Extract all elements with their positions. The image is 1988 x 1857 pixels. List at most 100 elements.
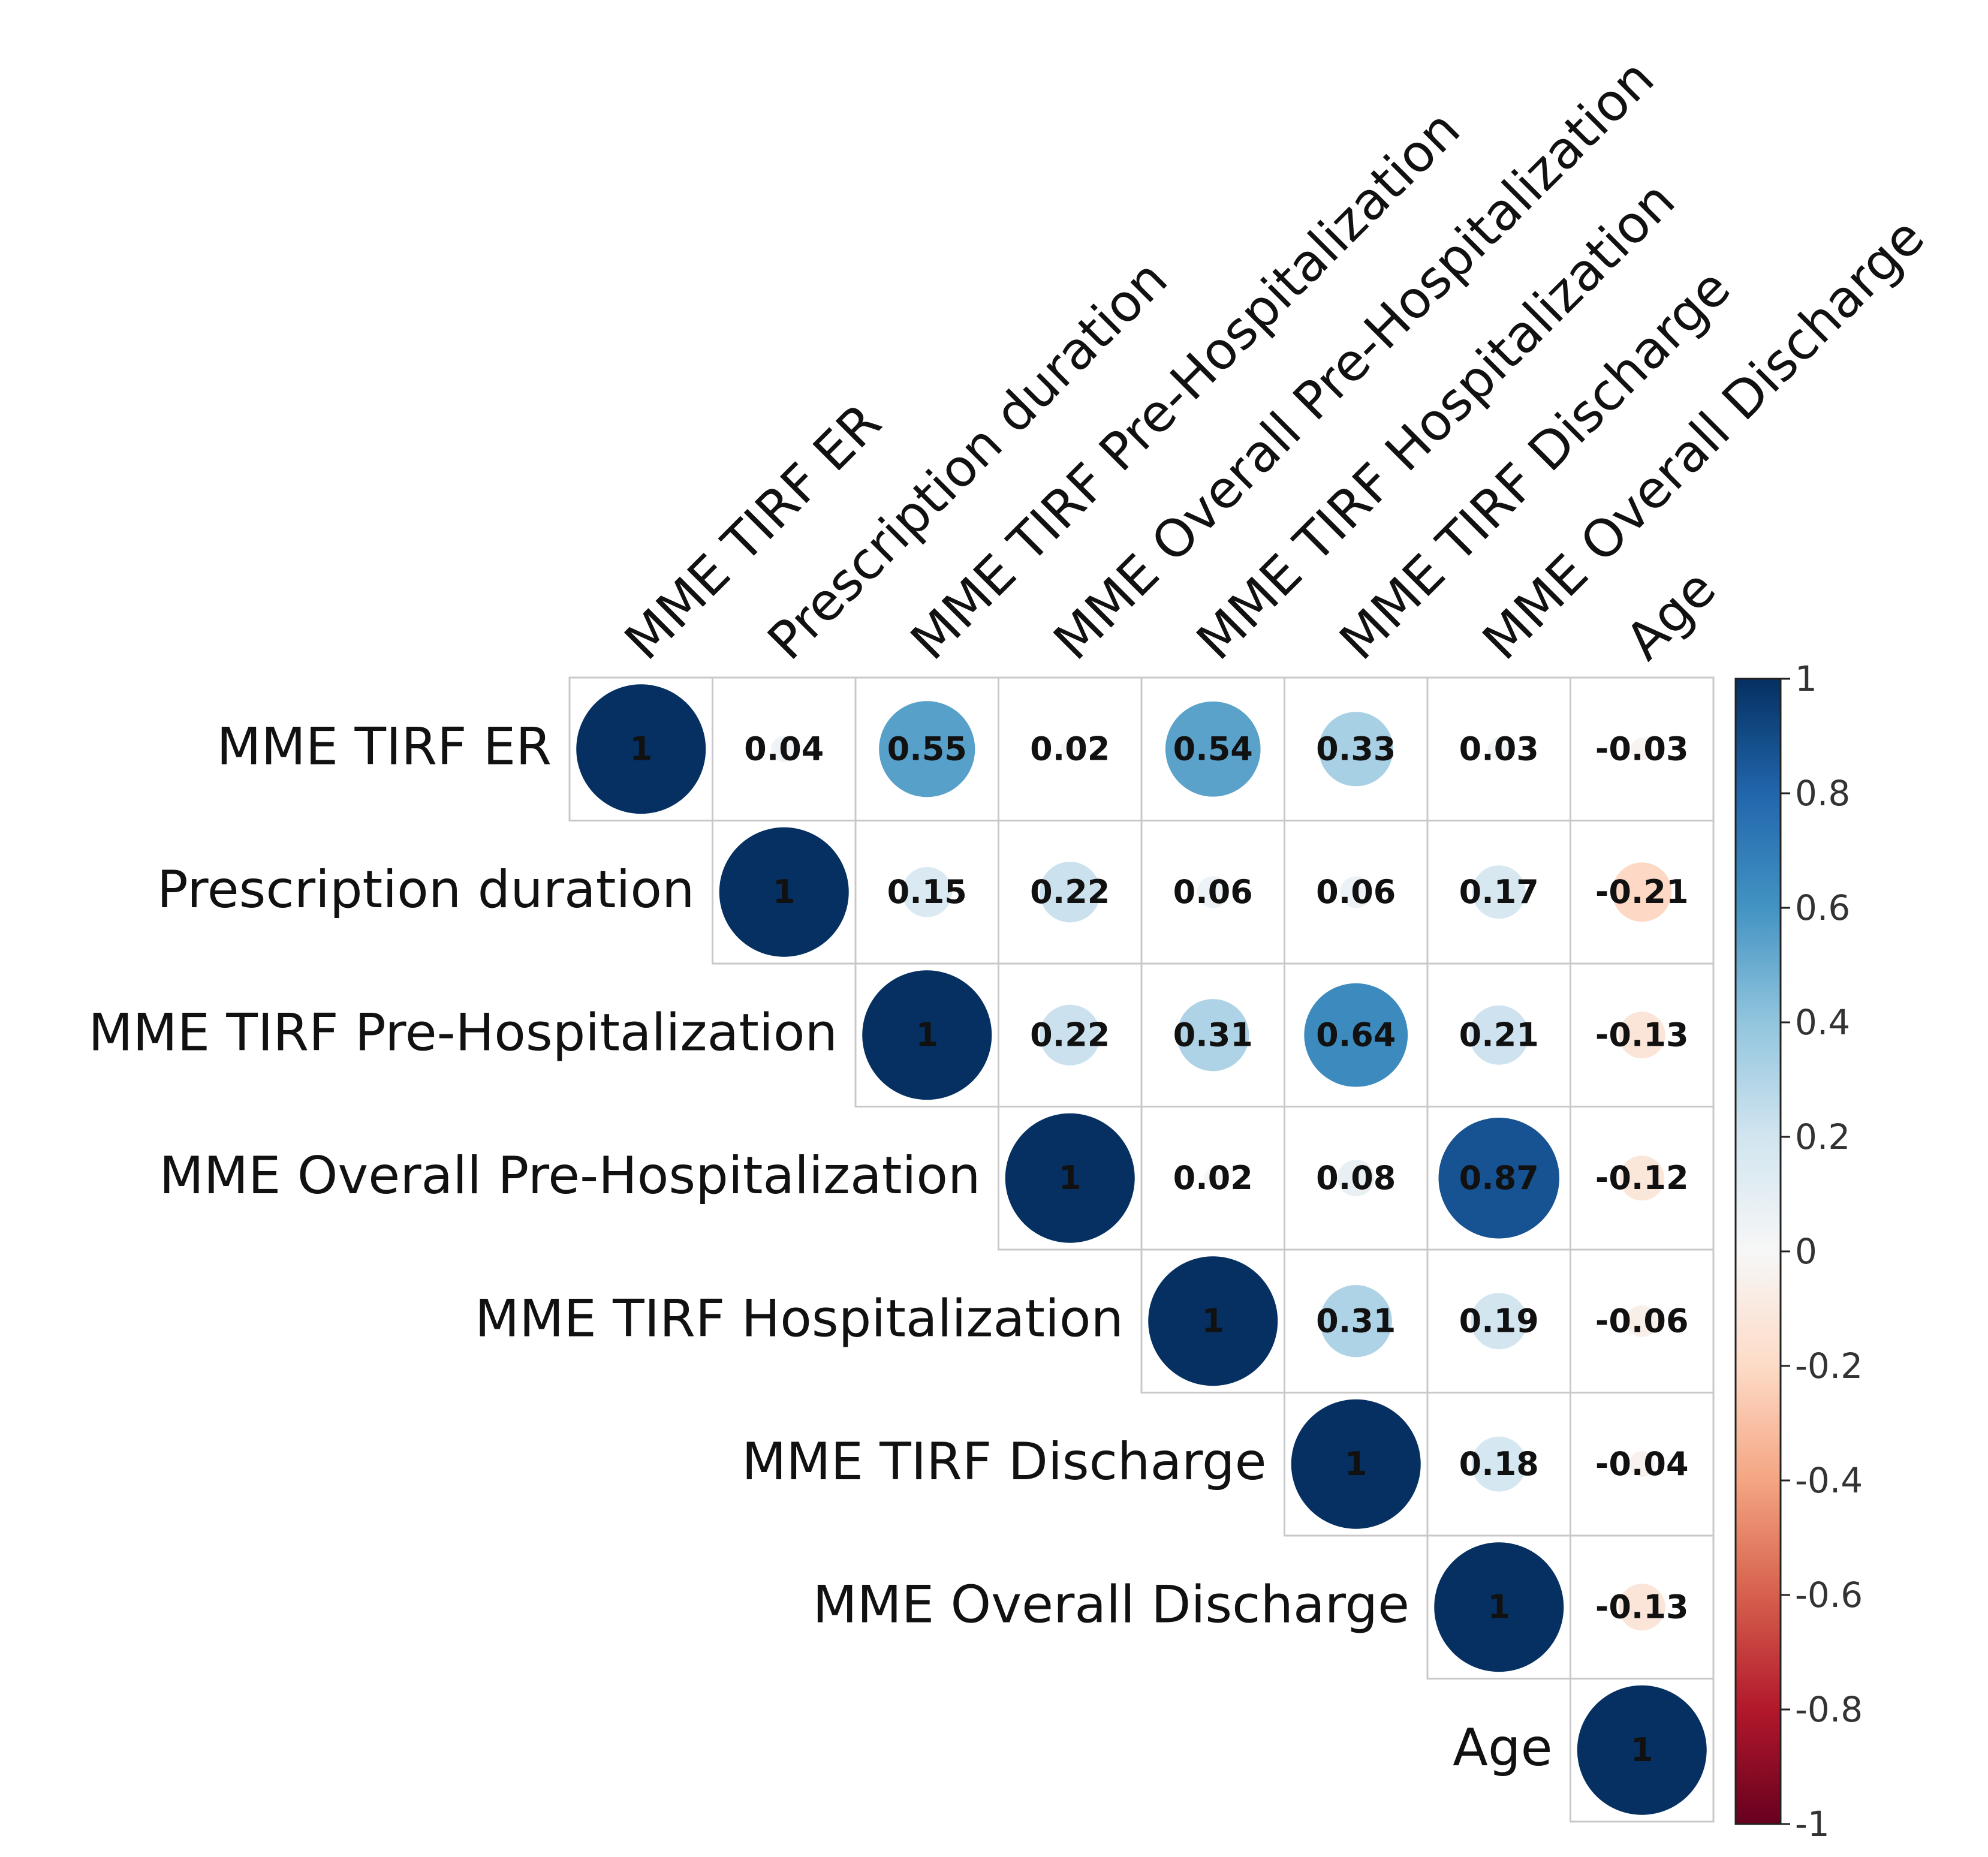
colorbar-tick-label: 0 xyxy=(1795,1231,1817,1272)
correlation-value: -0.06 xyxy=(1595,1302,1689,1340)
correlation-value: 0.17 xyxy=(1459,873,1539,911)
colorbar-tick-label: 0.8 xyxy=(1795,773,1850,814)
correlation-circle xyxy=(1577,1685,1707,1815)
correlation-circle xyxy=(1469,1005,1529,1065)
correlation-circle xyxy=(1612,862,1672,922)
correlation-value: 0.04 xyxy=(744,730,824,768)
colorbar: 1 0.8 0.6 0.4 0.2 0 -0.2 -0.4 -0.6 -0.8 -1 xyxy=(1734,658,1863,1844)
correlation-circle xyxy=(771,736,797,762)
correlation-circle xyxy=(1626,1305,1658,1337)
colorbar-tick-label: 0.2 xyxy=(1795,1116,1850,1157)
correlation-circle xyxy=(1040,862,1101,923)
colorbar-tick-label: 0.4 xyxy=(1795,1002,1850,1043)
correlation-value: 0.55 xyxy=(887,730,967,768)
correlation-circle xyxy=(1040,1004,1101,1066)
correlation-value: 0.22 xyxy=(1030,1016,1110,1054)
row-label: Prescription duration xyxy=(157,860,695,920)
correlation-circle xyxy=(1471,1293,1528,1350)
correlation-value: 0.08 xyxy=(1316,1159,1396,1197)
correlation-circle xyxy=(1165,701,1261,797)
correlation-circle xyxy=(1203,1169,1222,1188)
correlation-value: 0.64 xyxy=(1316,1016,1396,1054)
correlation-value: 1 xyxy=(1059,1159,1082,1197)
correlation-circle xyxy=(1438,1118,1559,1239)
correlation-circle xyxy=(879,701,975,797)
correlation-value: -0.13 xyxy=(1595,1016,1689,1054)
correlation-circle xyxy=(1340,876,1372,908)
correlation-value: 1 xyxy=(1345,1445,1367,1483)
correlation-circle xyxy=(1618,1584,1665,1631)
colorbar-tick-label: 1 xyxy=(1795,658,1817,699)
correlation-circle xyxy=(1619,1155,1665,1201)
correlation-value: 0.22 xyxy=(1030,873,1110,911)
correlation-values: 1 0.04 0.55 0.02 0.54 0.33 0.03 -0.03 1 0.15 0.22 0… xyxy=(629,730,1688,1769)
correlation-circle xyxy=(1631,738,1653,760)
correlation-circle xyxy=(1629,1451,1655,1477)
correlation-circle xyxy=(1318,712,1393,787)
correlation-value: 1 xyxy=(1201,1302,1224,1340)
correlation-circle xyxy=(1291,1399,1421,1529)
row-label: MME Overall Discharge xyxy=(812,1575,1409,1635)
correlation-circle xyxy=(719,827,849,957)
correlation-value: 0.06 xyxy=(1316,873,1396,911)
correlation-circle xyxy=(1061,739,1080,759)
colorbar-tick-label: 0.6 xyxy=(1795,887,1850,928)
correlation-circle xyxy=(862,970,992,1100)
correlation-circle xyxy=(1320,1285,1392,1358)
correlation-value: 1 xyxy=(1487,1588,1510,1626)
column-label: Age xyxy=(1615,559,1727,672)
correlation-value: 0.03 xyxy=(1459,730,1539,768)
correlation-circle xyxy=(1304,983,1408,1087)
correlation-value: 0.31 xyxy=(1316,1302,1396,1340)
correlation-value: 0.18 xyxy=(1459,1445,1539,1483)
colorbar-tick-label: -0.6 xyxy=(1795,1575,1863,1615)
column-label: MME TIRF ER xyxy=(613,392,893,672)
row-label: MME TIRF Hospitalization xyxy=(475,1289,1123,1349)
correlation-circle xyxy=(1148,1256,1278,1386)
correlation-value: -0.03 xyxy=(1595,730,1689,768)
matrix-cell xyxy=(1570,676,1715,821)
colorbar-tick-label: -0.8 xyxy=(1795,1689,1863,1730)
correlation-value: 0.19 xyxy=(1459,1302,1539,1340)
correlation-circle xyxy=(1487,738,1510,760)
correlation-circle xyxy=(1177,999,1249,1072)
correlation-value: 0.54 xyxy=(1173,730,1253,768)
correlation-circle xyxy=(1005,1113,1135,1243)
correlation-circle xyxy=(1434,1542,1564,1672)
correlation-circle xyxy=(1338,1160,1375,1197)
row-label: MME Overall Pre-Hospitalization xyxy=(159,1146,981,1206)
correlation-value: 1 xyxy=(915,1016,938,1054)
row-labels: MME TIRF ER Prescription duration MME TIRF… xyxy=(88,717,1552,1778)
row-label: MME TIRF ER xyxy=(216,717,552,776)
correlation-value: 0.02 xyxy=(1173,1159,1253,1197)
correlation-circle xyxy=(1471,1436,1527,1492)
correlation-circle xyxy=(576,684,706,814)
colorbar-tick-label: -1 xyxy=(1795,1804,1830,1844)
correlation-value: 0.87 xyxy=(1459,1159,1539,1197)
correlation-value: 1 xyxy=(1631,1731,1653,1769)
row-label: MME TIRF Pre-Hospitalization xyxy=(88,1003,838,1063)
correlation-circles xyxy=(576,684,1707,1815)
correlation-value: 1 xyxy=(773,873,796,911)
colorbar-tick-label: -0.2 xyxy=(1795,1346,1863,1386)
correlation-value: 0.06 xyxy=(1173,873,1253,911)
correlation-value: 0.21 xyxy=(1459,1016,1539,1054)
correlation-value: 0.02 xyxy=(1030,730,1110,768)
correlation-circle xyxy=(1618,1012,1665,1059)
correlation-value: 0.33 xyxy=(1316,730,1396,768)
correlation-circle xyxy=(1197,876,1229,908)
correlation-value: 1 xyxy=(629,730,652,768)
matrix-cell xyxy=(1426,820,1571,965)
colorbar-gradient xyxy=(1734,678,1782,1825)
correlation-value: 0.31 xyxy=(1173,1016,1253,1054)
colorbar-tick-label: -0.4 xyxy=(1795,1460,1863,1501)
correlation-value: -0.04 xyxy=(1595,1445,1689,1483)
correlation-value: -0.12 xyxy=(1595,1159,1689,1197)
matrix-cell xyxy=(1570,820,1715,965)
row-label: Age xyxy=(1453,1718,1552,1778)
correlation-value: 0.15 xyxy=(887,873,967,911)
correlation-circle xyxy=(1472,865,1526,919)
correlation-value: -0.13 xyxy=(1595,1588,1689,1626)
